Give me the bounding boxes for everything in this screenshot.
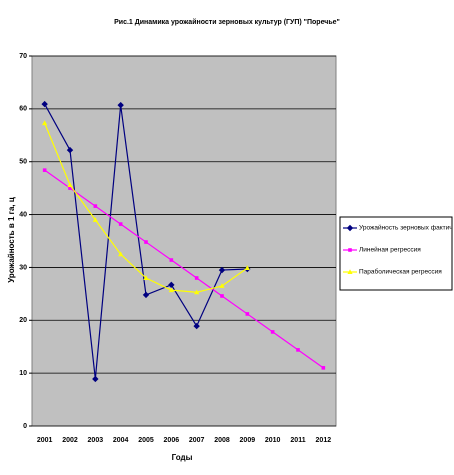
x-axis-title: Годы [172,453,193,462]
data-point [41,100,48,108]
data-point [68,186,72,190]
chart-title: Рис.1 Динамика урожайности зерновых куль… [114,18,340,26]
data-point [270,330,275,334]
data-point [245,312,250,316]
x-tick-label: 2005 [138,437,154,444]
legend-marker [346,224,354,232]
y-tick-label: 30 [19,264,27,271]
x-tick-label: 2001 [37,437,53,444]
y-tick-label: 10 [19,370,27,377]
data-point [42,168,47,172]
y-tick-label: 0 [23,423,27,430]
x-tick-label: 2011 [290,437,305,444]
data-point [220,294,224,298]
data-point [93,204,98,208]
data-point [168,287,174,293]
data-point [244,265,250,270]
data-point [296,348,300,352]
data-point [42,120,48,126]
x-tick-label: 2004 [113,437,129,444]
data-point [194,289,200,295]
x-tick-label: 2006 [164,437,180,444]
legend-label: Линейная регрессия [359,246,421,254]
x-tick-label: 2002 [62,437,78,444]
legend-marker [348,248,352,252]
data-point [169,258,174,262]
series-line [44,169,324,369]
plot-area [31,55,337,427]
data-point [193,322,200,330]
data-point [194,276,199,280]
data-point [219,283,225,288]
x-tick-label: 2012 [316,437,332,444]
data-point [66,146,74,154]
legend [339,216,453,291]
data-point [92,217,98,222]
y-tick-label: 20 [19,317,27,324]
y-axis-title: Урожайность в 1 га, ц [7,197,16,283]
data-point [118,251,124,257]
legend-label: Параболическая регрессия [359,268,442,276]
y-tick-label: 40 [19,211,27,218]
y-tick-label: 50 [19,159,27,166]
legend-label: Урожайность зерновых фактич [359,224,453,232]
legend-marker [347,269,353,274]
x-tick-label: 2010 [265,437,281,444]
data-point [143,275,149,280]
data-point [92,375,99,383]
data-point [118,222,123,226]
x-tick-label: 2003 [88,437,104,444]
y-tick-label: 70 [19,53,27,60]
data-point [67,182,73,187]
data-point [218,266,226,274]
x-tick-label: 2009 [240,437,256,444]
data-point [321,366,326,370]
y-tick-label: 60 [19,106,27,113]
x-tick-label: 2008 [214,437,230,444]
data-point [142,291,150,299]
data-point [117,101,124,109]
data-point [144,240,148,244]
x-tick-label: 2007 [189,437,205,444]
